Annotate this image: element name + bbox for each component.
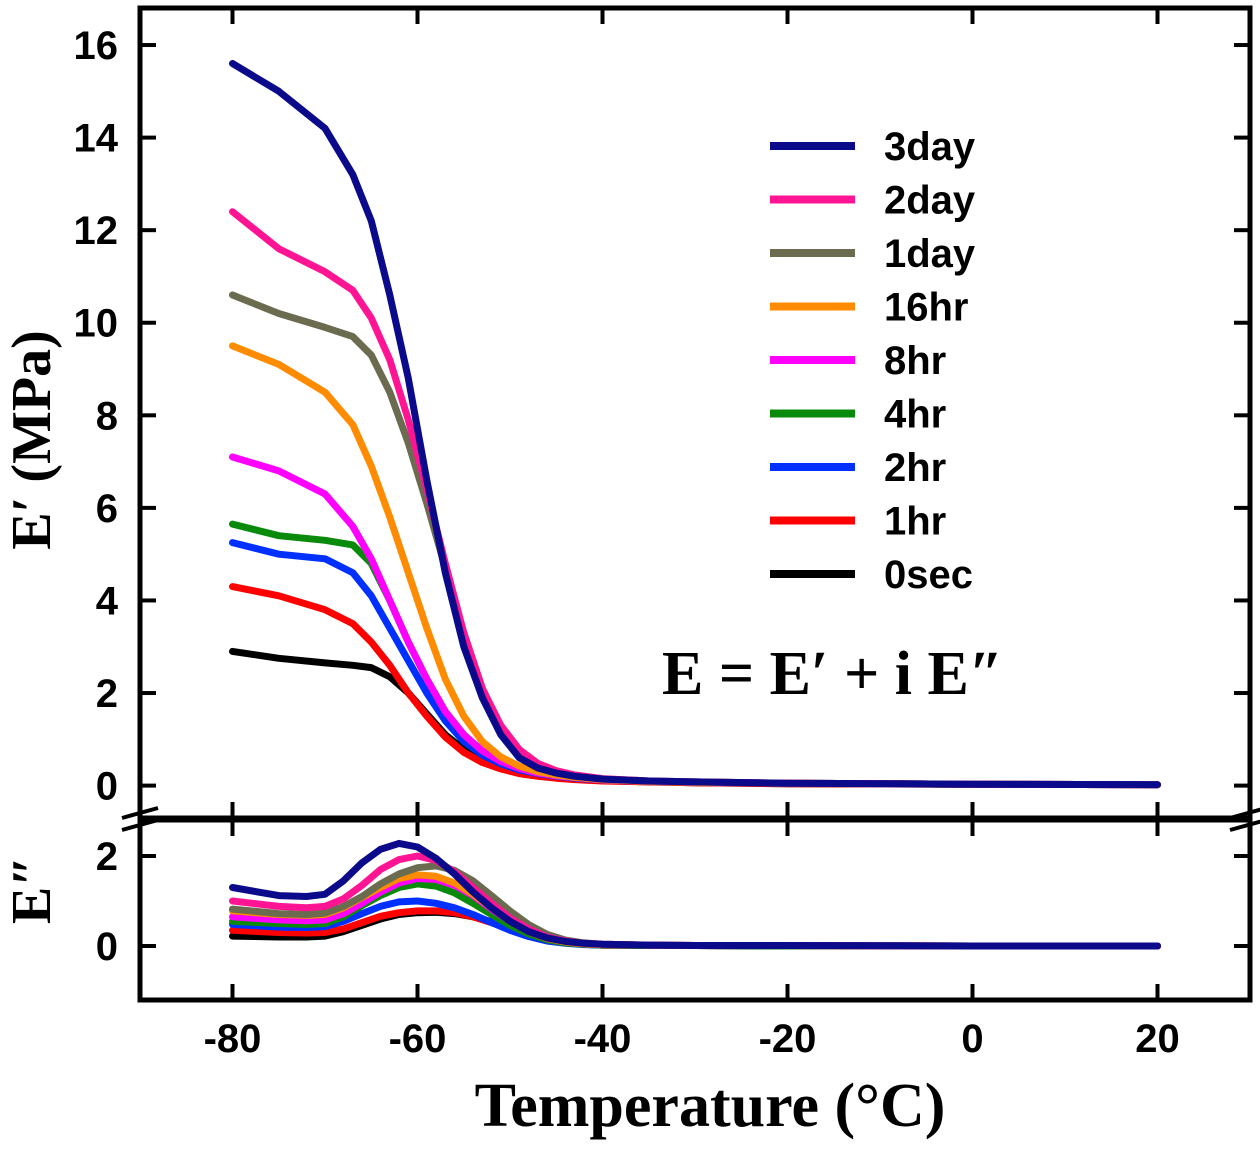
legend-label-16hr: 16hr (884, 286, 969, 330)
y-tick-label-storage: 4 (96, 579, 119, 623)
y-axis-title-storage: E′ (MPa) (1, 330, 63, 549)
legend: 3day 2day 1day 16hr 8hr 4hr 2hr 1hr 0sec (770, 125, 976, 597)
x-tick-label: -40 (574, 1017, 632, 1061)
y-tick-label-storage: 14 (74, 117, 119, 161)
loss-modulus-plot: 02 (96, 817, 1253, 1003)
legend-label-3day: 3day (884, 125, 976, 169)
legend-label-2hr: 2hr (884, 446, 946, 490)
y-tick-label-storage: 16 (74, 24, 119, 68)
equation-annotation: E = E′ + i E″ (662, 640, 1003, 708)
y-tick-label-loss: 0 (96, 925, 118, 969)
axis-break-marks (121, 806, 1260, 832)
x-tick-label: 0 (961, 1017, 983, 1061)
y-tick-label-storage: 2 (96, 672, 118, 716)
series-line-loss-1hr (229, 907, 1161, 950)
series-line-loss-3day (229, 839, 1161, 950)
series-line-storage-1day (229, 291, 1161, 789)
legend-label-1day: 1day (884, 232, 976, 276)
legend-label-1hr: 1hr (884, 500, 946, 544)
x-axis-title: Temperature (°C) (475, 1072, 946, 1140)
legend-label-8hr: 8hr (884, 339, 946, 383)
y-tick-label-loss: 2 (96, 835, 118, 879)
storage-modulus-plot: 0 2 4 6 8 10 12 14 16 (74, 5, 1253, 821)
y-tick-label-storage: 12 (74, 209, 119, 253)
legend-label-0sec: 0sec (884, 553, 973, 597)
legend-label-2day: 2day (884, 179, 976, 223)
x-tick-label: -60 (389, 1017, 447, 1061)
plot-frame-loss (137, 817, 1253, 1003)
y-tick-label-storage: 6 (96, 487, 118, 531)
x-tick-label: -80 (204, 1017, 262, 1061)
x-tick-label: 20 (1135, 1017, 1180, 1061)
x-tick-label: -20 (759, 1017, 817, 1061)
y-axis-title-loss: E″ (1, 856, 63, 924)
y-tick-label-storage: 0 (96, 765, 118, 809)
series-line-storage-3day (229, 60, 1161, 789)
x-tick-labels: -80 -60 -40 -20 0 20 (204, 1017, 1180, 1061)
y-tick-label-storage: 10 (74, 302, 119, 346)
legend-label-4hr: 4hr (884, 393, 946, 437)
y-tick-label-storage: 8 (96, 394, 118, 438)
series-line-storage-8hr (229, 453, 1161, 789)
